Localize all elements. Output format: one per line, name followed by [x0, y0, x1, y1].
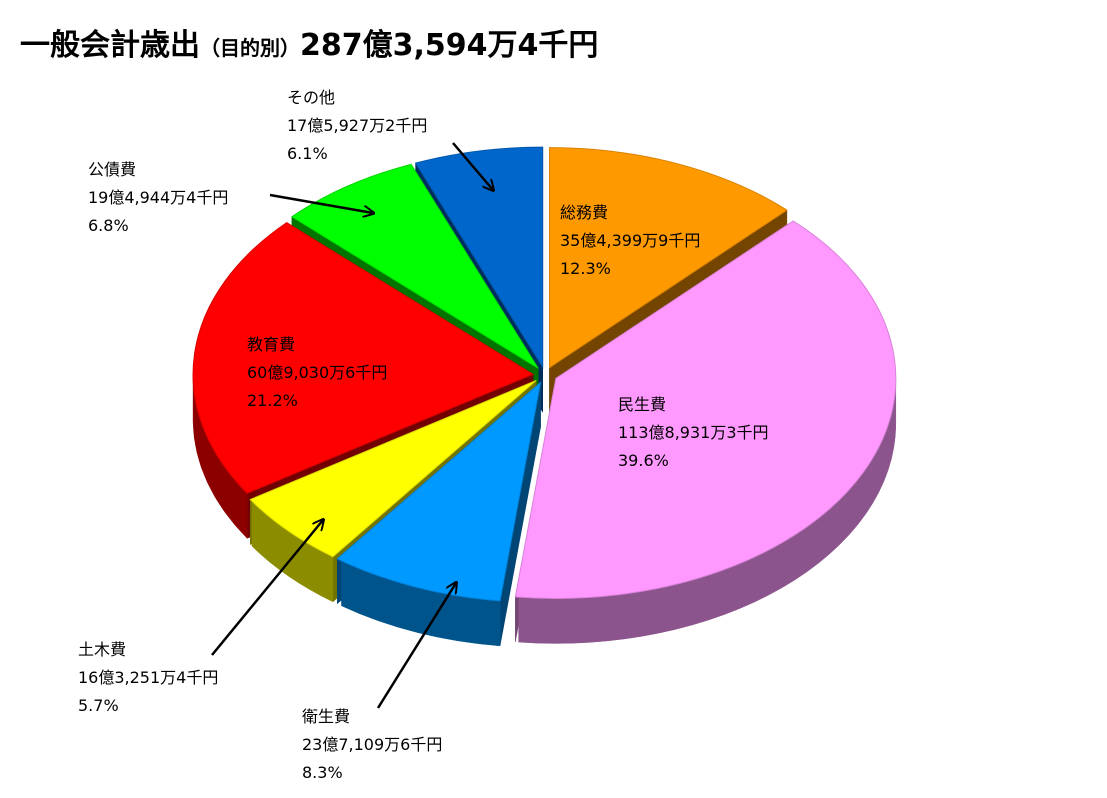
slice-label-name: 公債費 — [88, 160, 136, 179]
slice-label: 衛生費 23億7,109万6千円 8.3% — [302, 583, 456, 782]
slice-label-amount: 23億7,109万6千円 — [302, 735, 442, 754]
slice-label-name: 衛生費 — [302, 707, 350, 726]
leader-arrow — [376, 583, 456, 709]
slice-label-name: 土木費 — [78, 640, 126, 659]
slice-label: 土木費 16億3,251万4千円 5.7% — [78, 520, 323, 715]
chart-title: 一般会計歳出（目的別）287億3,594万4千円 — [20, 20, 598, 64]
slice-label-percent: 39.6% — [618, 451, 669, 470]
slice-label-percent: 12.3% — [560, 259, 611, 278]
title-qualifier: （目的別） — [200, 36, 300, 60]
slice-label-name: その他 — [287, 88, 335, 107]
slice-label-percent: 6.1% — [287, 144, 328, 163]
slice-label-name: 総務費 — [560, 203, 608, 222]
slice-label-amount: 35億4,399万9千円 — [560, 231, 700, 250]
slice-label-percent: 6.8% — [88, 216, 129, 235]
slice-label-name: 民生費 — [618, 395, 666, 414]
slice-label-amount: 17億5,927万2千円 — [287, 116, 427, 135]
leader-arrow — [269, 193, 373, 213]
slice-label: 公債費 19億4,944万4千円 6.8% — [88, 160, 373, 235]
slice-label: 民生費 113億8,931万3千円 39.6% — [618, 395, 769, 470]
pie-slice — [336, 381, 542, 647]
slice-label-percent: 8.3% — [302, 763, 343, 782]
slice-label-percent: 5.7% — [78, 696, 119, 715]
leader-arrow — [211, 520, 323, 656]
pie-slice — [514, 220, 897, 644]
slice-label: その他 17億5,927万2千円 6.1% — [287, 88, 493, 190]
slice-label-amount: 16億3,251万4千円 — [78, 668, 218, 687]
slice-label-amount: 60億9,030万6千円 — [247, 363, 387, 382]
slice-label: 総務費 35億4,399万9千円 12.3% — [560, 203, 700, 278]
title-main: 一般会計歳出 — [20, 28, 200, 63]
slice-label-amount: 113億8,931万3千円 — [618, 423, 769, 442]
slice-label-name: 教育費 — [247, 335, 295, 354]
slice-label-percent: 21.2% — [247, 391, 298, 410]
title-total: 287億3,594万4千円 — [300, 28, 599, 63]
slice-label-amount: 19億4,944万4千円 — [88, 188, 228, 207]
leader-arrow — [452, 142, 493, 190]
slice-label: 教育費 60億9,030万6千円 21.2% — [247, 335, 387, 410]
